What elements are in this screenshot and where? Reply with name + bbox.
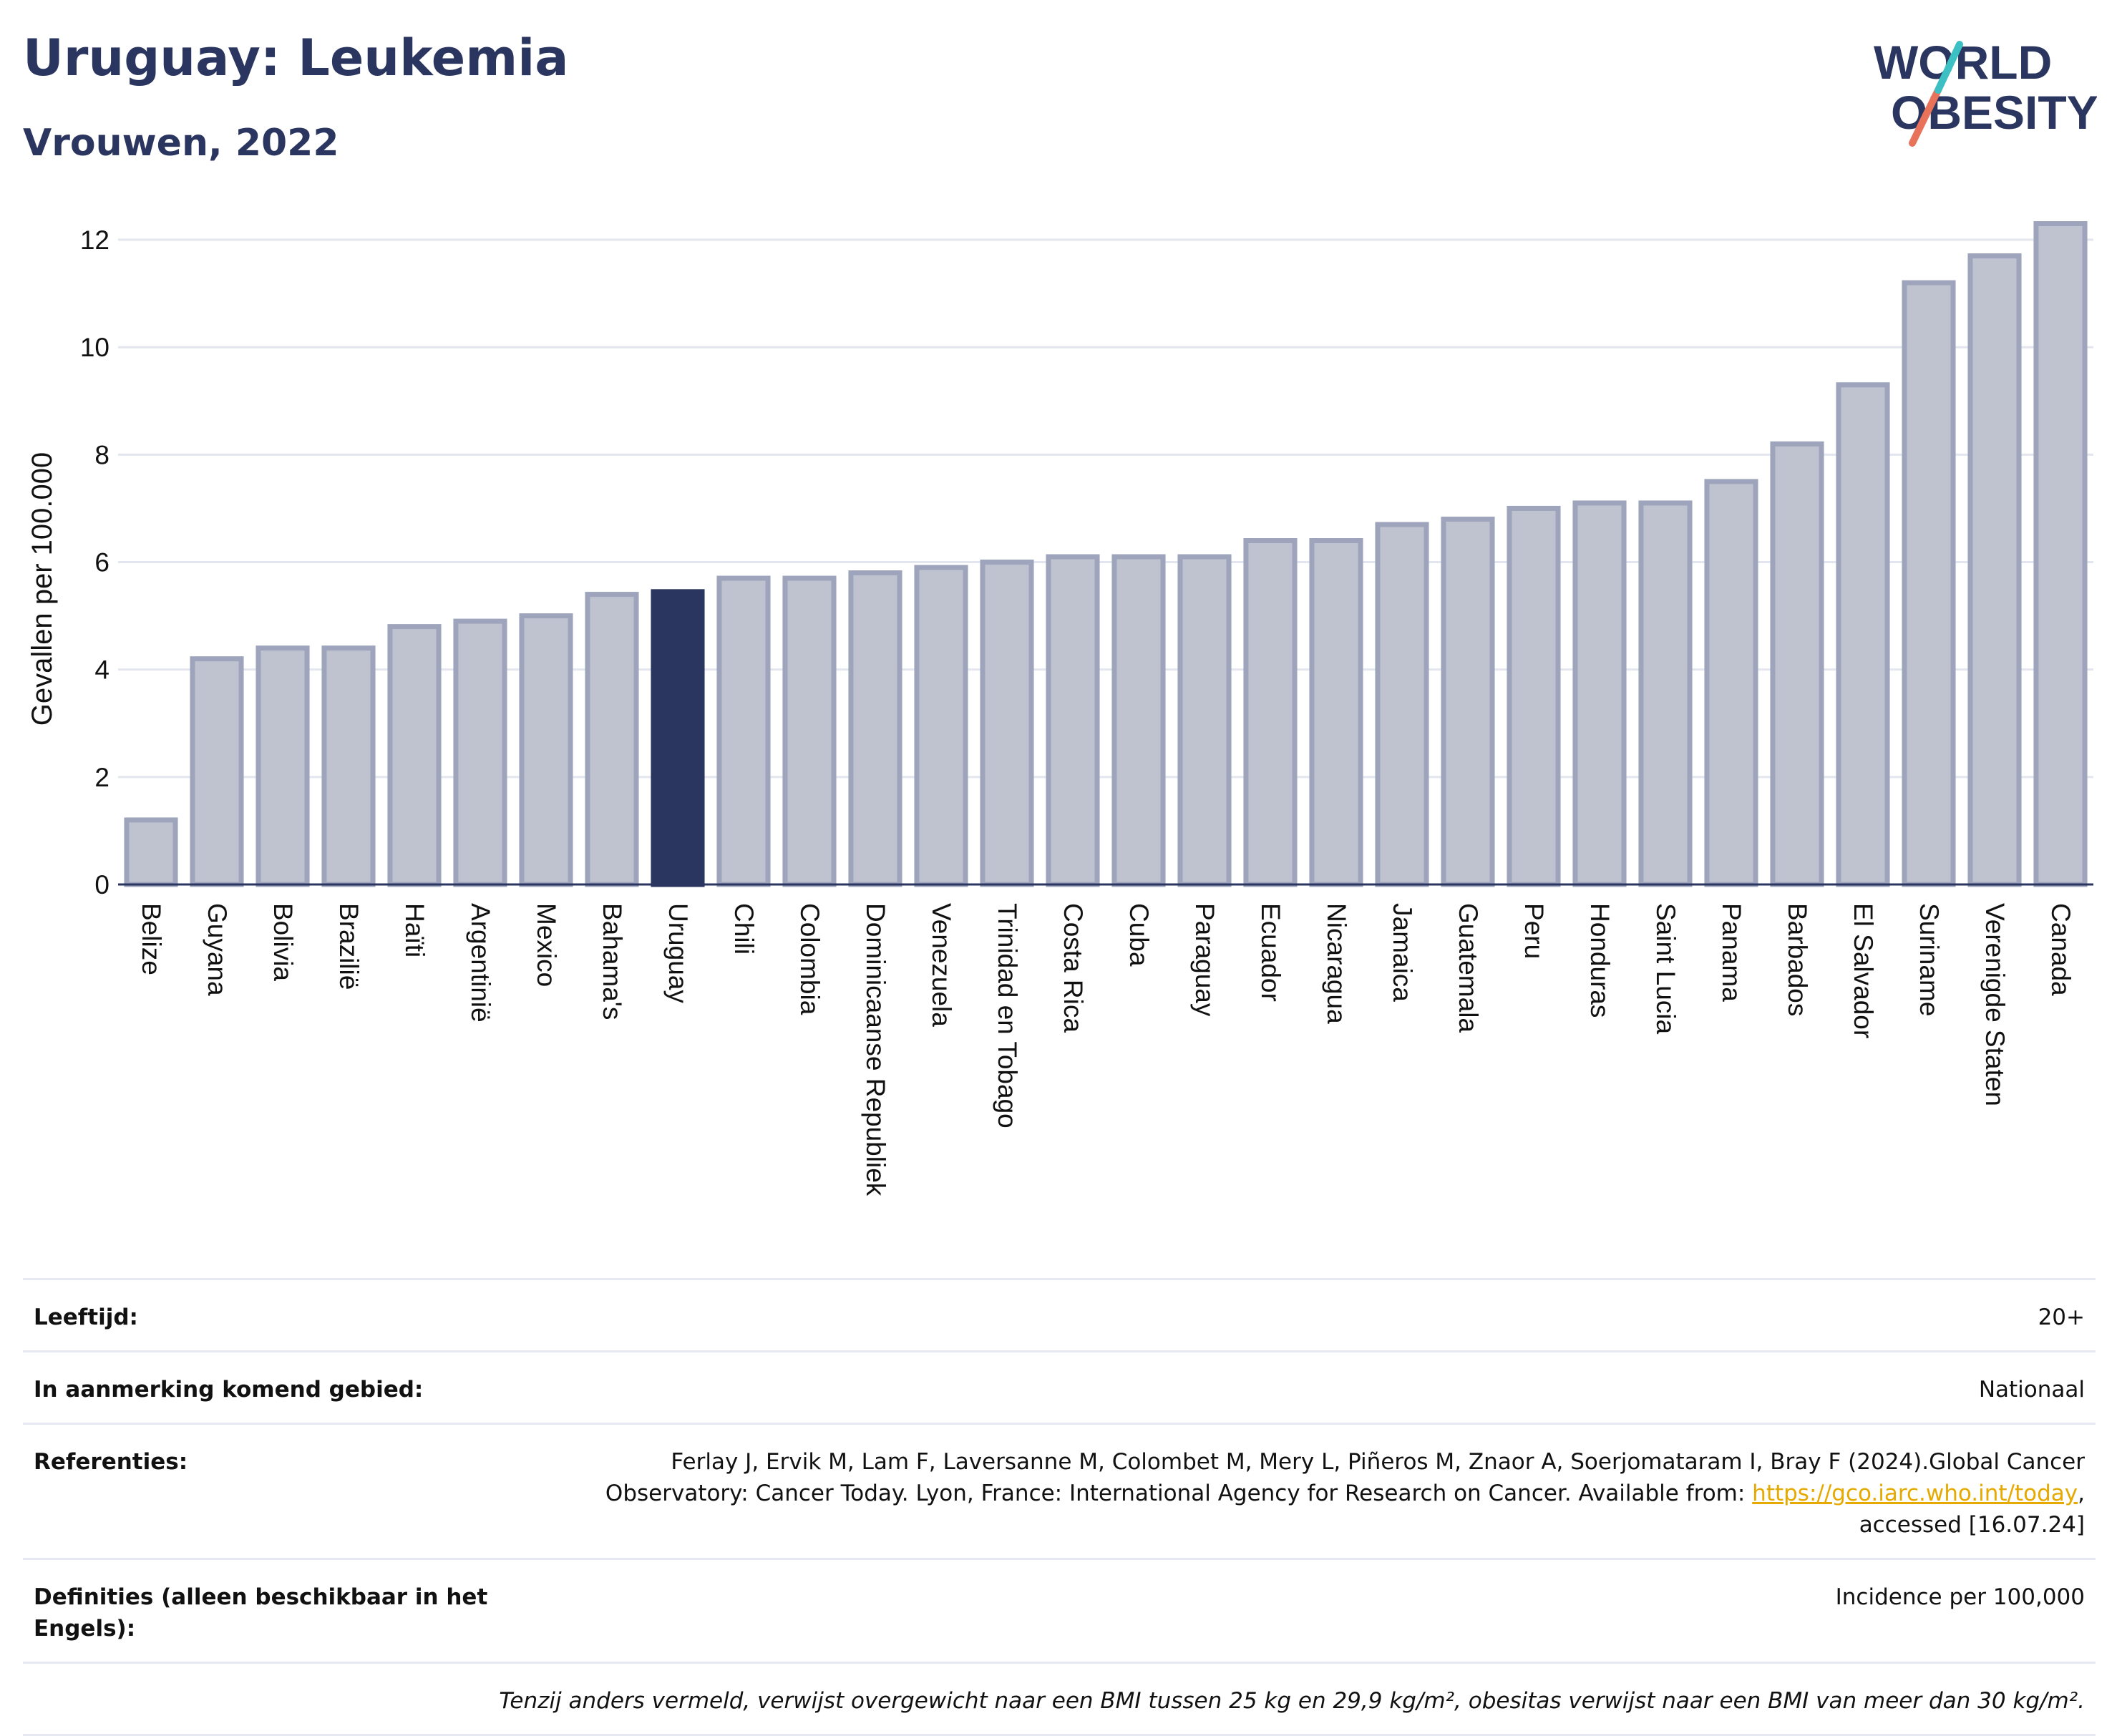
bar-nicaragua — [1309, 537, 1363, 887]
bar-venezuela — [914, 565, 968, 887]
bar-verenigde-staten — [1967, 253, 2022, 887]
bar-jamaica — [1375, 522, 1429, 887]
area-label: In aanmerking komend gebied: — [34, 1377, 424, 1403]
meta-row-note: Tenzij anders vermeld, verwijst overgewi… — [23, 1662, 2096, 1734]
x-tick-label: Uruguay — [663, 903, 693, 1003]
y-tick-label: 4 — [94, 655, 110, 685]
x-tick-label: Argentinië — [466, 903, 495, 1023]
world-obesity-logo: WORLD OBESITY — [1874, 36, 2097, 147]
bar-guatemala — [1441, 516, 1495, 887]
bar-dominicaanse-republiek — [848, 570, 902, 887]
y-tick-label: 2 — [94, 763, 110, 792]
meta-row-age: Leeftijd: 20+ — [23, 1278, 2096, 1350]
x-tick-label: Costa Rica — [1058, 903, 1088, 1033]
bar-peru — [1507, 505, 1561, 887]
y-tick-label: 6 — [94, 548, 110, 577]
x-tick-label: Suriname — [1914, 903, 1944, 1016]
bar-ecuador — [1243, 537, 1298, 887]
bar-honduras — [1572, 500, 1627, 887]
bar-bahama-s — [585, 592, 639, 887]
x-tick-label: Brazilië — [334, 903, 364, 990]
x-tick-label: Peru — [1519, 903, 1549, 959]
references-tail: , accessed [16.07.24] — [1859, 1481, 2085, 1538]
bar-uruguay — [651, 589, 705, 887]
bar-cuba — [1111, 554, 1166, 887]
x-tick-label: Mexico — [532, 903, 561, 987]
bars — [124, 221, 2088, 887]
bar-mexico — [519, 613, 573, 887]
x-tick-label: Bolivia — [268, 903, 298, 981]
x-tick-label: Nicaragua — [1322, 903, 1351, 1024]
chart-subtitle: Vrouwen, 2022 — [23, 122, 339, 165]
bar-chart: 0 2 4 6 8 10 12 Belize Guyana Bolivia Brazilië Haï… — [26, 221, 2093, 1196]
references-label: Referenties: — [34, 1449, 188, 1475]
y-axis-label: Gevallen per 100.000 — [26, 452, 58, 726]
x-tick-label: Cuba — [1124, 903, 1154, 967]
x-tick-label: Paraguay — [1190, 903, 1220, 1017]
meta-row-area: In aanmerking komend gebied: Nationaal — [23, 1350, 2096, 1423]
x-tick-label: Venezuela — [927, 903, 956, 1027]
references-value: Ferlay J, Ervik M, Lam F, Laversanne M, … — [582, 1446, 2085, 1541]
y-tick-label: 8 — [94, 440, 110, 469]
x-tick-label: Guyana — [203, 903, 232, 996]
y-tick-label: 12 — [80, 225, 110, 255]
x-tick-label: Saint Lucia — [1651, 903, 1680, 1034]
x-tick-label: Ecuador — [1256, 903, 1285, 1002]
metadata-table: Leeftijd: 20+ In aanmerking komend gebie… — [23, 1278, 2096, 1736]
chart-title: Uruguay: Leukemia — [23, 29, 569, 87]
bar-belize — [124, 817, 178, 887]
bar-paraguay — [1177, 554, 1232, 887]
definitions-value: Incidence per 100,000 — [1835, 1584, 2085, 1610]
y-tick-label: 0 — [94, 870, 110, 899]
x-tick-label: Chili — [729, 903, 759, 955]
x-tick-label: Colombia — [795, 903, 824, 1015]
bar-panama — [1704, 479, 1758, 887]
bar-chili — [716, 575, 771, 887]
x-tick-label: Verenigde Staten — [1980, 903, 2010, 1106]
x-tick-label: Panama — [1717, 903, 1746, 1002]
bar-el-salvador — [1836, 382, 1890, 887]
bar-colombia — [782, 575, 837, 887]
bar-brazili- — [321, 645, 376, 887]
y-tick-label: 10 — [80, 333, 110, 362]
x-tick-label: Haïti — [400, 903, 429, 957]
logo-slash-teal — [1934, 41, 1963, 94]
x-tick-label: Canada — [2046, 903, 2075, 996]
area-value: Nationaal — [1978, 1377, 2085, 1403]
bar-barbados — [1770, 441, 1824, 887]
y-tick-labels: 0 2 4 6 8 10 12 — [80, 225, 110, 899]
x-tick-label: Jamaica — [1388, 903, 1417, 1002]
references-text: Ferlay J, Ervik M, Lam F, Laversanne M, … — [605, 1449, 2085, 1506]
references-link[interactable]: https://gco.iarc.who.int/today — [1752, 1481, 2078, 1506]
x-tick-label: Belize — [137, 903, 166, 975]
age-label: Leeftijd: — [34, 1305, 138, 1330]
bar-ha-ti — [387, 624, 442, 887]
meta-row-references: Referenties: Ferlay J, Ervik M, Lam F, L… — [23, 1423, 2096, 1558]
x-tick-label: Guatemala — [1454, 903, 1483, 1033]
x-tick-label: Honduras — [1585, 903, 1615, 1018]
bar-argentini- — [453, 618, 507, 887]
x-tick-labels: Belize Guyana Bolivia Brazilië Haïti Argentin… — [137, 903, 2075, 1196]
bar-suriname — [1902, 280, 1956, 887]
x-tick-label: Bahama's — [598, 903, 627, 1020]
logo-slash-coral — [1909, 87, 1942, 147]
bar-canada — [2033, 221, 2088, 887]
definitions-label: Definities (alleen beschikbaar in het En… — [34, 1584, 488, 1642]
bar-costa-rica — [1046, 554, 1100, 887]
meta-row-definitions: Definities (alleen beschikbaar in het En… — [23, 1558, 2096, 1662]
footnote: Tenzij anders vermeld, verwijst overgewi… — [499, 1688, 2085, 1714]
bar-trinidad-en-tobago — [980, 560, 1034, 887]
x-tick-label: El Salvador — [1849, 903, 1878, 1038]
age-value: 20+ — [2038, 1305, 2085, 1330]
x-tick-label: Trinidad en Tobago — [993, 903, 1022, 1128]
x-tick-label: Barbados — [1783, 903, 1812, 1016]
bar-bolivia — [256, 645, 310, 887]
x-tick-label: Dominicaanse Republiek — [861, 903, 890, 1196]
bar-guyana — [190, 656, 244, 887]
bar-saint-lucia — [1638, 500, 1693, 887]
